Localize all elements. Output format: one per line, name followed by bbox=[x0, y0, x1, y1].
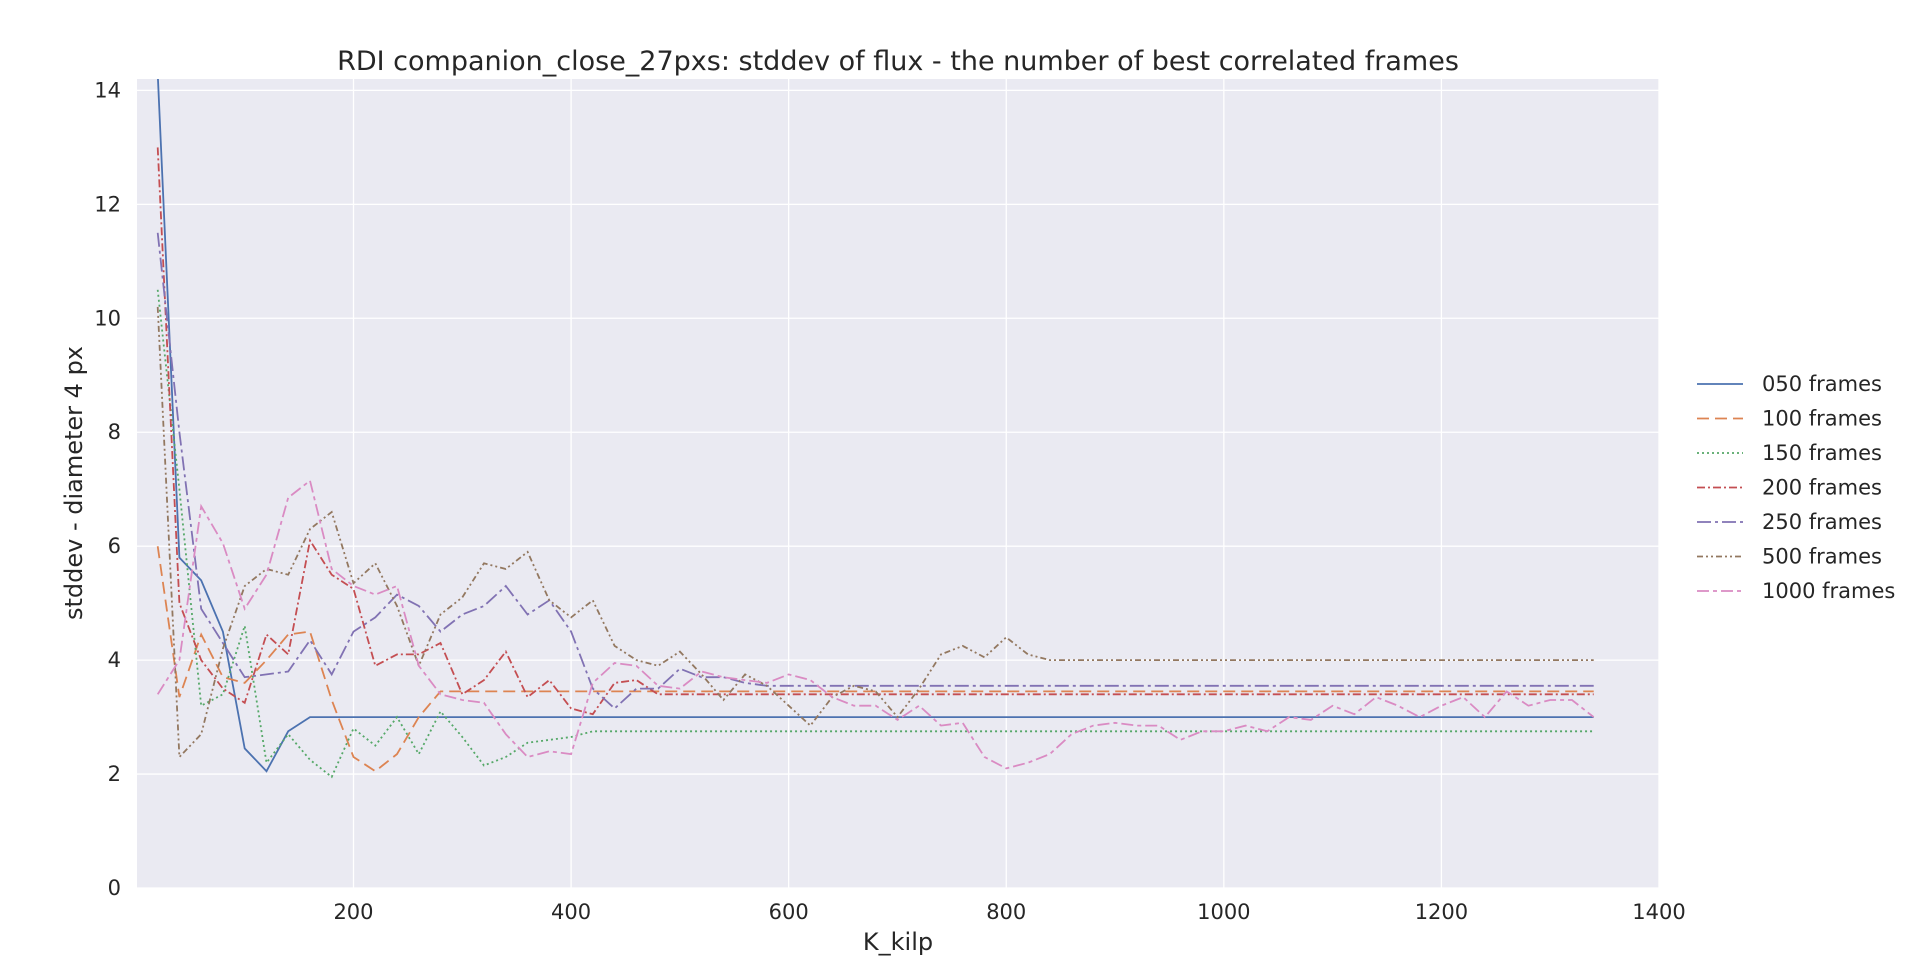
legend-label: 200 frames bbox=[1762, 476, 1882, 500]
legend-label: 050 frames bbox=[1762, 372, 1882, 396]
x-tick-label: 800 bbox=[986, 900, 1026, 924]
y-tick-label: 6 bbox=[108, 534, 121, 558]
x-tick-label: 1200 bbox=[1415, 900, 1468, 924]
series-line-5 bbox=[156, 306, 1594, 760]
y-tick-label: 4 bbox=[108, 648, 121, 672]
x-tick-label: 1400 bbox=[1632, 900, 1685, 924]
legend-label: 250 frames bbox=[1762, 510, 1882, 534]
series-line-1 bbox=[156, 546, 1594, 773]
x-tick-label: 1000 bbox=[1197, 900, 1250, 924]
legend-label: 1000 frames bbox=[1762, 579, 1895, 603]
y-axis-label: stddev - diameter 4 px bbox=[60, 346, 88, 620]
legend: 050 frames 100 frames 150 frames 200 frames… bbox=[1697, 372, 1895, 603]
y-tick-label: 0 bbox=[108, 876, 121, 900]
series-line-6 bbox=[156, 479, 1595, 770]
x-tick-label: 600 bbox=[769, 900, 809, 924]
chart-title: RDI companion_close_27pxs: stddev of flu… bbox=[337, 46, 1459, 77]
legend-label: 150 frames bbox=[1762, 441, 1882, 465]
y-tick-label: 8 bbox=[108, 420, 121, 444]
legend-label: 500 frames bbox=[1762, 545, 1882, 569]
series-line-3 bbox=[156, 147, 1594, 716]
series-layer bbox=[156, 79, 1595, 779]
y-tick-label: 2 bbox=[108, 762, 121, 786]
y-tick-label: 12 bbox=[94, 192, 121, 216]
plot-background bbox=[137, 79, 1659, 888]
x-axis-label: K_kilp bbox=[863, 928, 933, 956]
x-tick-label: 200 bbox=[333, 900, 373, 924]
series-line-4 bbox=[156, 232, 1594, 710]
ticks: 200 400 600 800 1000 1200 1400 0 2 4 6 8 10 12 14 bbox=[94, 78, 1685, 924]
x-tick-label: 400 bbox=[551, 900, 591, 924]
y-tick-label: 14 bbox=[94, 78, 121, 102]
series-line-2 bbox=[156, 289, 1594, 779]
legend-label: 100 frames bbox=[1762, 407, 1882, 431]
y-tick-label: 10 bbox=[94, 306, 121, 330]
